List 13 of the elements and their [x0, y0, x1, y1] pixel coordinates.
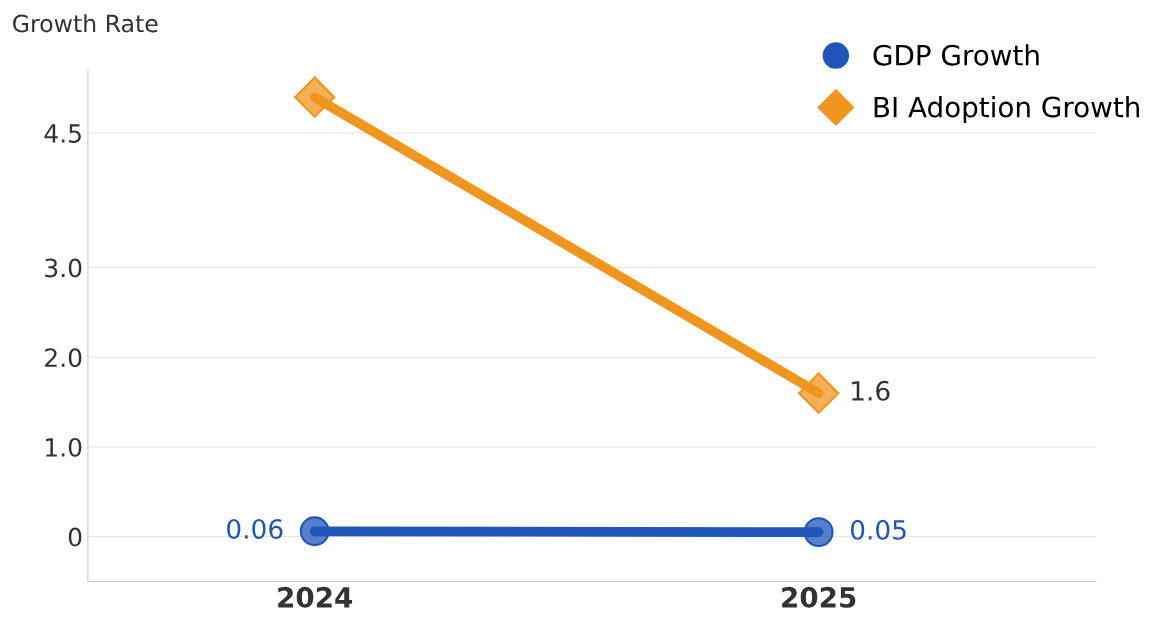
data-label: 0.06	[227, 518, 283, 539]
y-tick-label: 2.0	[45, 348, 82, 368]
legend-label: BI Adoption Growth	[874, 96, 1140, 123]
x-tick-label: 2025	[782, 586, 856, 608]
x-tick-label: 2024	[278, 586, 353, 608]
y-tick-label: 1.0	[46, 437, 82, 457]
data-label: 1.6	[852, 380, 890, 401]
y-tick-label: 0	[68, 527, 82, 547]
data-label: 0.05	[850, 519, 906, 540]
y-tick-label: 4.5	[44, 124, 81, 143]
y-tick-label: 3.0	[45, 258, 82, 278]
y-axis-title: Growth Rate	[13, 14, 158, 33]
legend-label: GDP Growth	[873, 44, 1039, 66]
